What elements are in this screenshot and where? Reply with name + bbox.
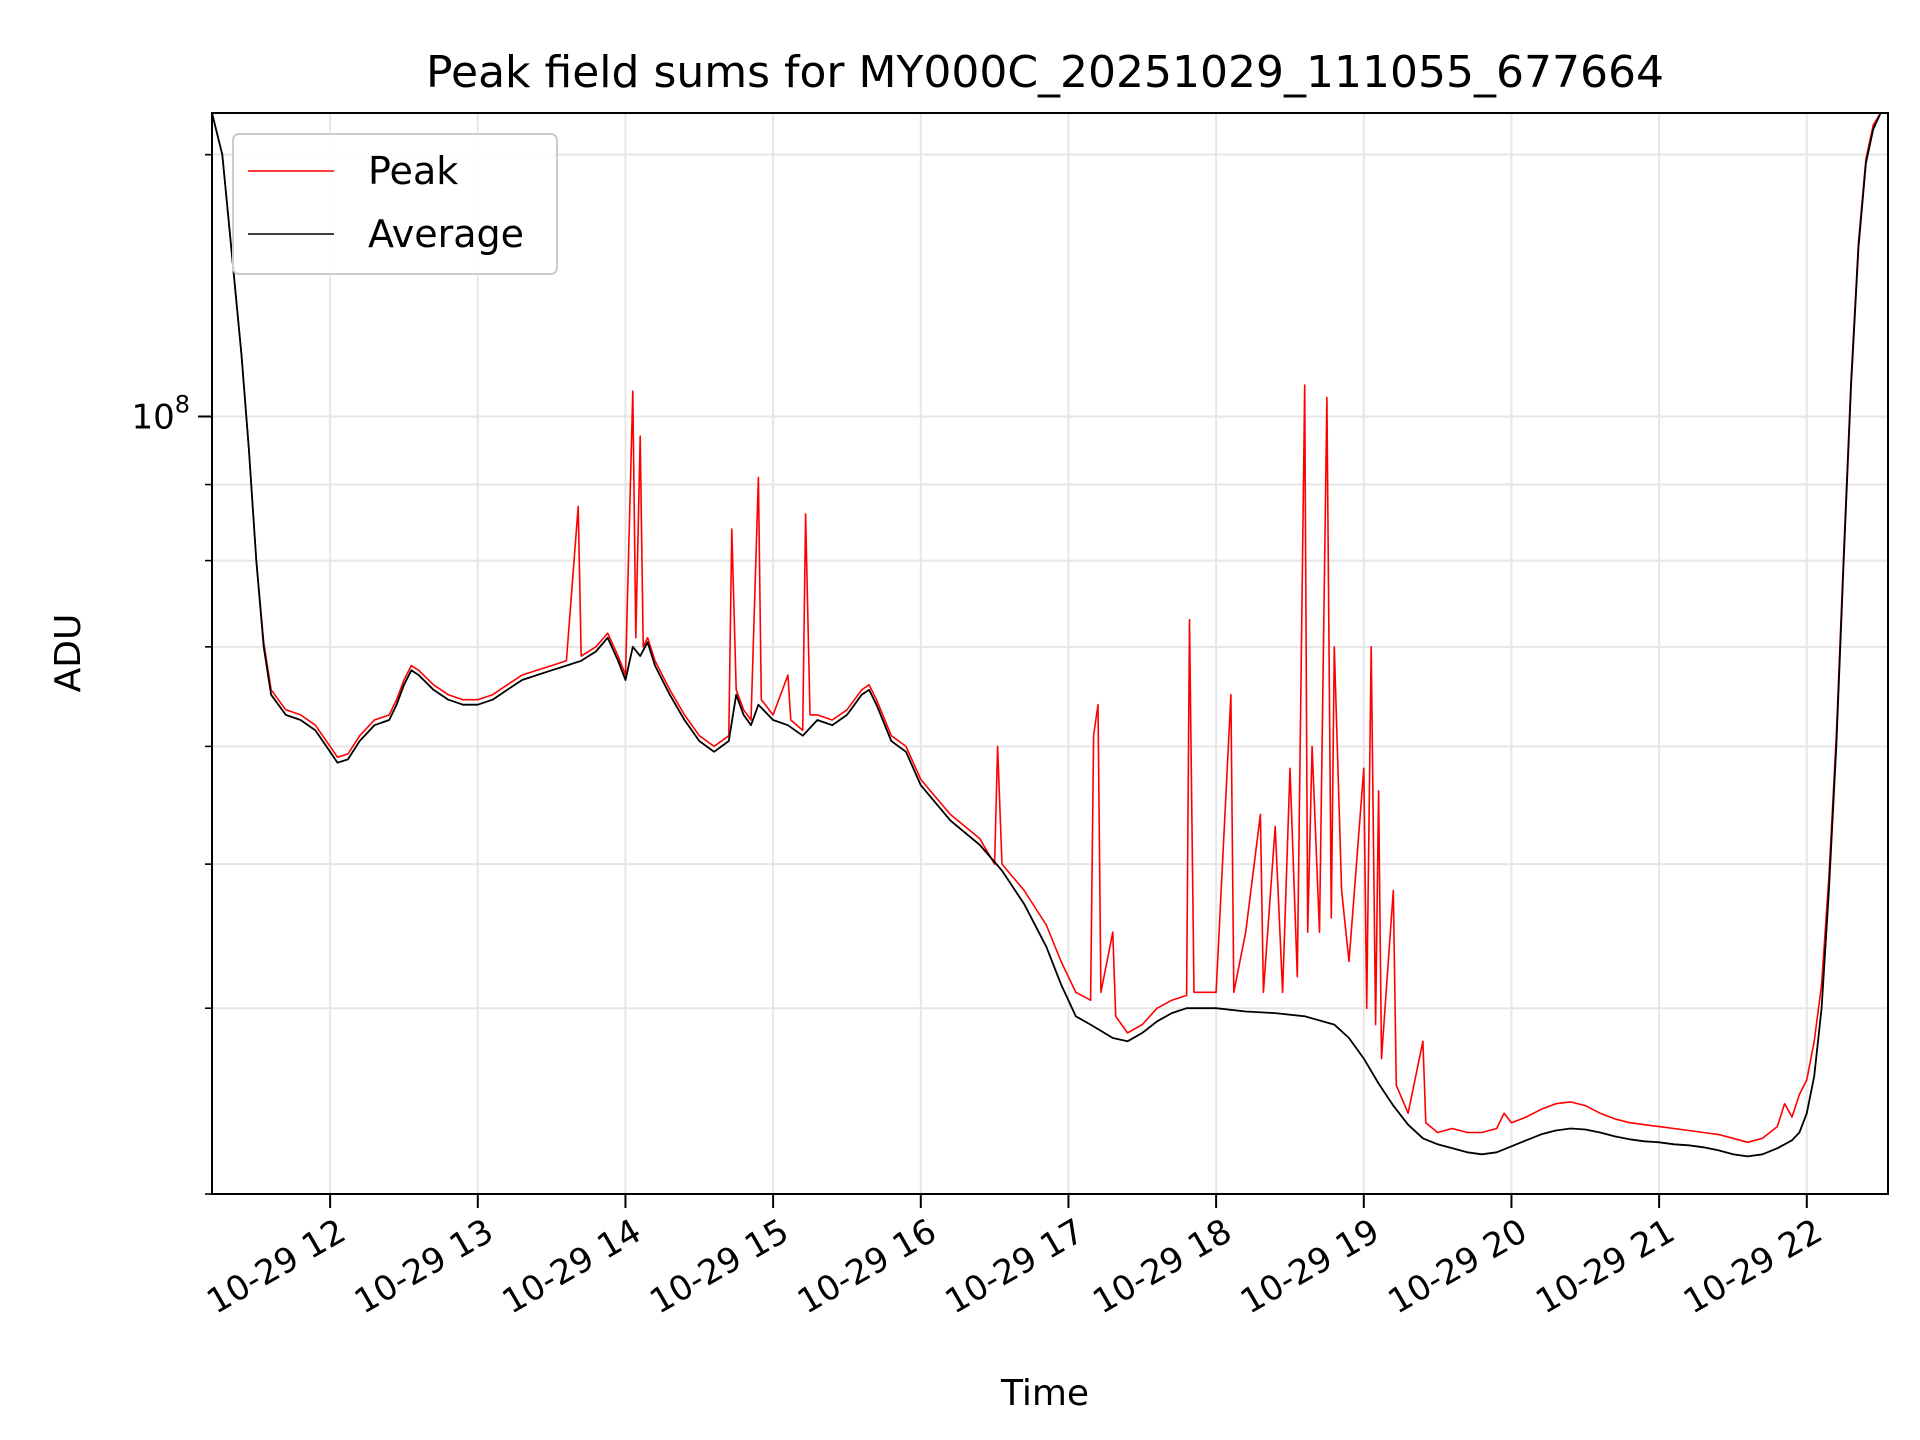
legend: Peak Average bbox=[232, 133, 558, 275]
legend-label-average: Average bbox=[368, 212, 524, 256]
series-line-peak bbox=[211, 112, 1882, 1144]
series-line-average bbox=[211, 112, 1882, 1158]
axes-frame bbox=[211, 112, 1889, 1195]
legend-label-peak: Peak bbox=[368, 149, 458, 193]
x-axis-label: Time bbox=[1000, 1373, 1089, 1414]
grid bbox=[212, 113, 1888, 1195]
chart-title: Peak field sums for MY000C_20251029_1110… bbox=[426, 47, 1664, 98]
y-axis-label: ADU bbox=[48, 614, 89, 693]
y-tick-label: 108 bbox=[131, 391, 190, 438]
y-axis-ticks: 108 bbox=[131, 153, 212, 1195]
legend-box bbox=[232, 133, 558, 275]
axes-background bbox=[212, 113, 1888, 1194]
series-lines bbox=[211, 112, 1882, 1158]
